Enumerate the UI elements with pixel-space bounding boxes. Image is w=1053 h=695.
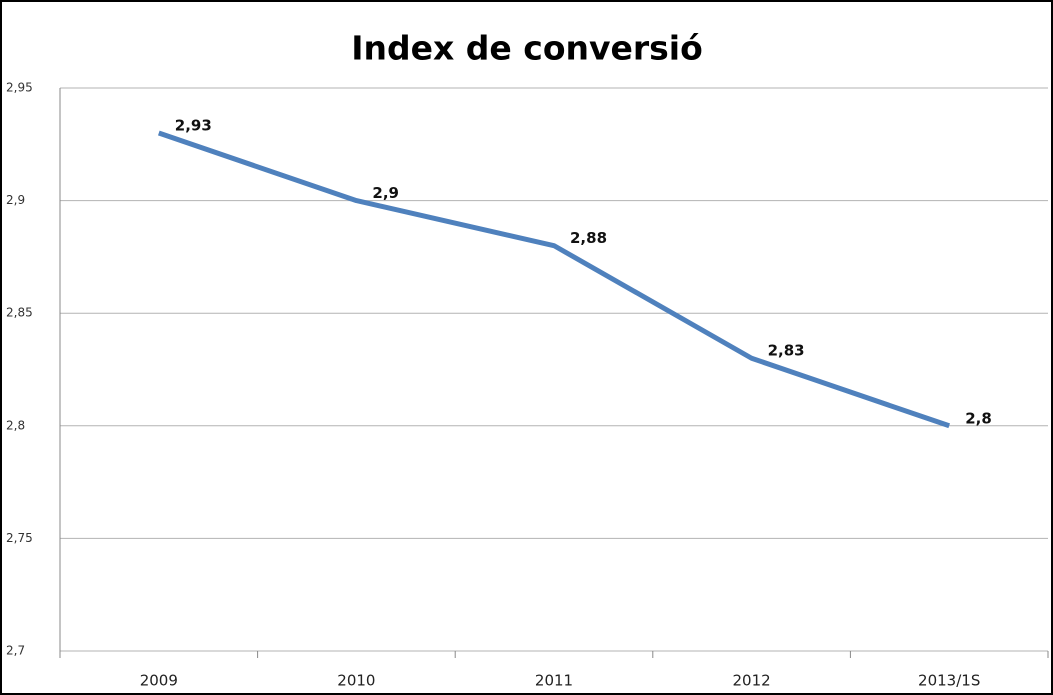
y-tick-label: 2,85 (6, 306, 33, 320)
x-tick-label: 2010 (337, 672, 375, 690)
chart-title: Index de conversió (351, 29, 703, 68)
data-label: 2,9 (372, 184, 399, 202)
y-tick-label: 2,75 (6, 531, 33, 545)
x-tick-label: 2013/1S (918, 672, 980, 690)
x-tick-label: 2011 (535, 672, 573, 690)
data-label: 2,8 (965, 409, 992, 427)
x-tick-label: 2012 (733, 672, 771, 690)
data-label: 2,93 (175, 117, 212, 135)
data-line (157, 130, 951, 429)
y-tick-label: 2,8 (6, 418, 25, 432)
data-label: 2,88 (570, 229, 607, 247)
data-label: 2,83 (768, 342, 805, 360)
y-tick-label: 2,9 (6, 193, 25, 207)
x-tick-label: 2009 (140, 672, 178, 690)
y-tick-label: 2,7 (6, 644, 25, 658)
y-tick-label: 2,95 (6, 81, 33, 95)
